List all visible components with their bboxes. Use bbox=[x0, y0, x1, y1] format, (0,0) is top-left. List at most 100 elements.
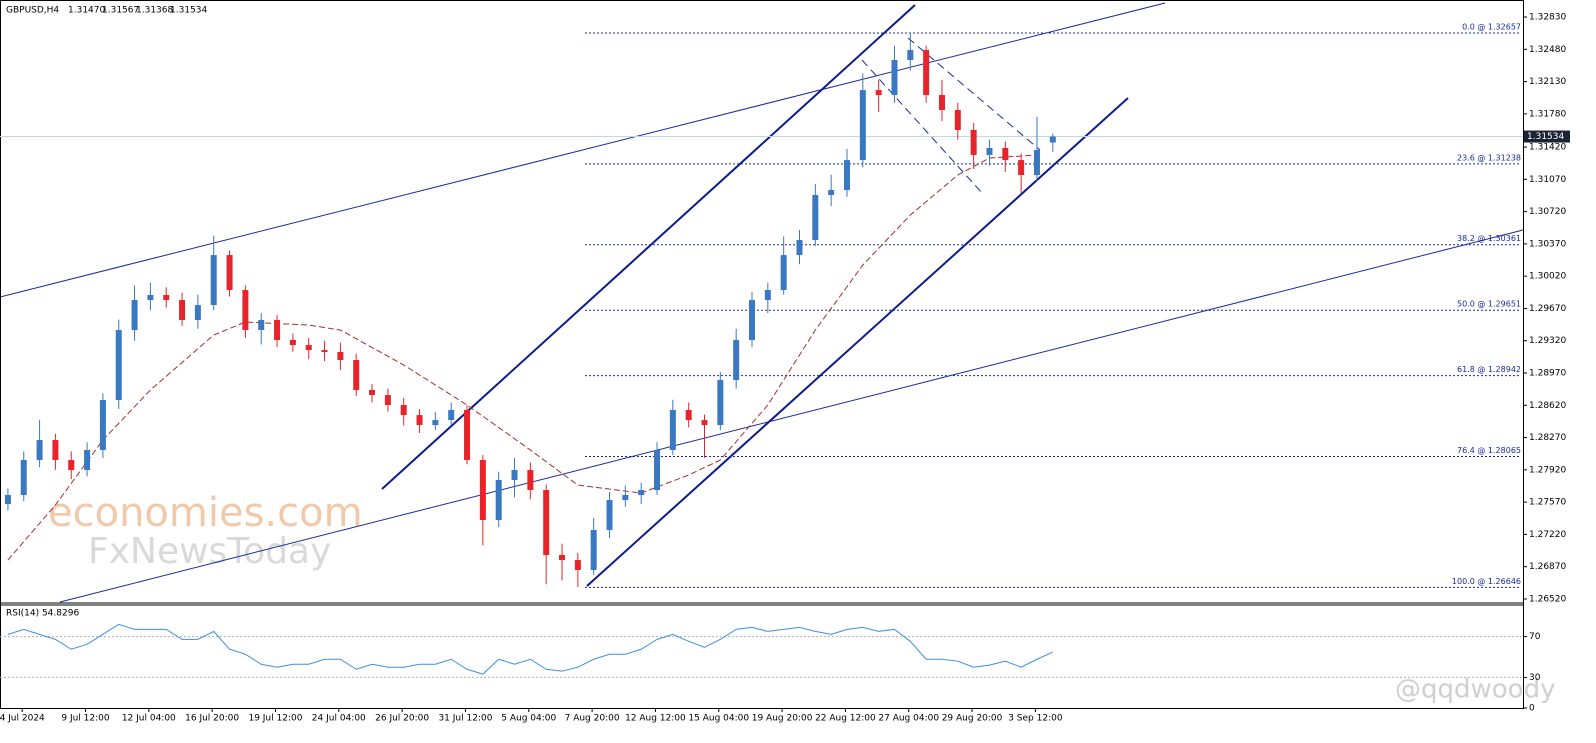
y-tick-label: 1.28970 bbox=[1529, 369, 1566, 379]
candle-body bbox=[210, 255, 217, 306]
candle-body bbox=[305, 345, 312, 351]
fib-label: 76.4 @ 1.28065 bbox=[1457, 446, 1521, 455]
candle-body bbox=[68, 459, 75, 471]
candle-body bbox=[527, 470, 534, 491]
candle-body bbox=[226, 255, 233, 291]
candle-body bbox=[52, 440, 59, 460]
x-tick-label: 7 Aug 20:00 bbox=[565, 714, 620, 724]
y-tick-label: 1.26870 bbox=[1529, 562, 1566, 572]
ohlc: 1.31470 bbox=[68, 6, 105, 16]
candle-body bbox=[543, 490, 550, 556]
candle-body bbox=[194, 305, 201, 320]
symbol: GBPUSD,H4 bbox=[6, 6, 59, 16]
candle-body bbox=[559, 555, 566, 561]
y-tick-label: 0 bbox=[1529, 704, 1535, 714]
x-tick-label: 19 Jul 12:00 bbox=[248, 714, 302, 724]
frame bbox=[0, 0, 1524, 709]
candle-body bbox=[99, 400, 106, 451]
candle-body bbox=[163, 294, 170, 301]
y-tick-label: 1.29320 bbox=[1529, 336, 1566, 346]
x-tick-label: 12 Jul 04:00 bbox=[122, 714, 176, 724]
x-tick-label: 26 Jul 20:00 bbox=[375, 714, 429, 724]
candle-body bbox=[954, 109, 961, 131]
candle-body bbox=[1033, 150, 1040, 176]
y-tick-label: 1.30720 bbox=[1529, 207, 1566, 217]
candle-body bbox=[717, 380, 724, 426]
candle-body bbox=[749, 300, 756, 340]
x-tick-label: 19 Aug 20:00 bbox=[752, 714, 813, 724]
watermark: economies.com bbox=[48, 490, 363, 536]
watermarks: economies.com FxNewsToday @qqdwoody bbox=[48, 490, 1555, 705]
candle-body bbox=[4, 495, 11, 504]
trend-line bbox=[381, 4, 916, 490]
candle-body bbox=[479, 459, 486, 521]
candle-body bbox=[400, 405, 407, 416]
candle-body bbox=[464, 409, 471, 460]
candle-body bbox=[796, 240, 803, 256]
candle-body bbox=[1018, 160, 1025, 176]
candle-body bbox=[242, 290, 249, 331]
y-tick-label: 1.31780 bbox=[1529, 109, 1566, 119]
x-tick-label: 22 Aug 12:00 bbox=[815, 714, 876, 724]
candle-body bbox=[131, 300, 138, 331]
x-tick-label: 3 Sep 12:00 bbox=[1008, 714, 1063, 724]
y-tick-label: 1.32480 bbox=[1529, 45, 1566, 55]
candle-body bbox=[574, 560, 581, 570]
y-tick-label: 1.27920 bbox=[1529, 465, 1566, 475]
candle-body bbox=[432, 420, 439, 426]
x-tick-label: 29 Aug 20:00 bbox=[942, 714, 1003, 724]
x-tick-label: 4 Jul 2024 bbox=[0, 714, 45, 724]
candle-body bbox=[843, 160, 850, 191]
y-tick-label: 1.29670 bbox=[1529, 304, 1566, 314]
x-tick-label: 12 Aug 12:00 bbox=[625, 714, 686, 724]
candle-body bbox=[495, 479, 502, 521]
candle-body bbox=[622, 495, 629, 501]
y-tick-label: 1.28270 bbox=[1529, 433, 1566, 443]
y-tick-label: 1.31070 bbox=[1529, 175, 1566, 185]
y-tick-label: 70 bbox=[1529, 632, 1541, 642]
candle-body bbox=[511, 470, 518, 480]
candle-body bbox=[84, 450, 91, 471]
candle-body bbox=[891, 60, 898, 96]
candle-body bbox=[875, 90, 882, 96]
candle-body bbox=[859, 90, 866, 161]
ohlc: 1.31368 bbox=[136, 6, 173, 16]
fib-label: 23.6 @ 1.31238 bbox=[1457, 153, 1521, 162]
y-tick-label: 1.27220 bbox=[1529, 530, 1566, 540]
candle-body bbox=[780, 255, 787, 291]
candle-body bbox=[654, 450, 661, 491]
x-tick-label: 5 Aug 04:00 bbox=[501, 714, 556, 724]
trend-line bbox=[907, 37, 1041, 151]
candle-body bbox=[606, 500, 613, 530]
fib-label: 61.8 @ 1.28942 bbox=[1457, 365, 1521, 374]
y-tick-label: 1.28620 bbox=[1529, 401, 1566, 411]
fib-label: 100.0 @ 1.26646 bbox=[1452, 577, 1521, 586]
x-tick-label: 31 Jul 12:00 bbox=[438, 714, 492, 724]
candle-body bbox=[986, 147, 993, 155]
candle-body bbox=[353, 360, 360, 390]
candle-body bbox=[1049, 136, 1056, 143]
candle-body bbox=[337, 351, 344, 361]
candle-body bbox=[923, 50, 930, 96]
rsi-line bbox=[7, 623, 1054, 675]
candle-body bbox=[448, 409, 455, 421]
candle-body bbox=[321, 350, 328, 352]
candle-body bbox=[733, 339, 740, 381]
y-tick-label: 1.26520 bbox=[1529, 594, 1566, 604]
candle-body bbox=[907, 50, 914, 61]
candle-body bbox=[179, 300, 186, 320]
y-tick-label: 1.32830 bbox=[1529, 13, 1566, 23]
candle-body bbox=[812, 195, 819, 241]
candle-body bbox=[685, 409, 692, 421]
candle-body bbox=[289, 339, 296, 346]
candle-body bbox=[638, 490, 645, 496]
candle-body bbox=[669, 409, 676, 451]
watermark: @qqdwoody bbox=[1395, 675, 1555, 705]
candle-body bbox=[701, 420, 708, 426]
candle-body bbox=[416, 415, 423, 426]
candle-body bbox=[369, 389, 376, 396]
x-tick-label: 27 Aug 04:00 bbox=[878, 714, 939, 724]
ohlc: 1.31567 bbox=[102, 6, 139, 16]
